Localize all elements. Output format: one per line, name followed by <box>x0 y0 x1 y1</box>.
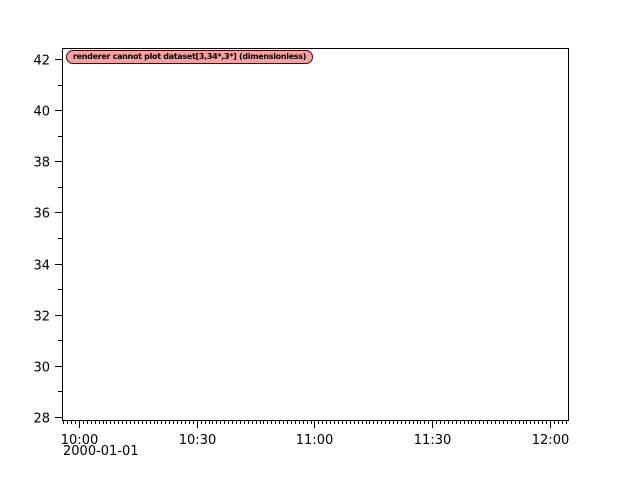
x-tick-label: 10:00 <box>61 433 98 448</box>
renderer-error-text: renderer cannot plot dataset[3,34*,3*] (… <box>73 52 307 61</box>
renderer-error-badge: renderer cannot plot dataset[3,34*,3*] (… <box>66 50 314 64</box>
plot-border <box>62 48 569 421</box>
y-tick-label: 40 <box>33 105 50 120</box>
y-tick-label: 34 <box>33 259 50 274</box>
x-tick-label: 10:30 <box>179 433 216 448</box>
y-tick-label: 42 <box>33 54 50 69</box>
x-tick-label: 12:00 <box>532 433 569 448</box>
x-tick-label: 11:30 <box>414 433 451 448</box>
y-tick-label: 36 <box>33 207 50 222</box>
y-tick-label: 38 <box>33 156 50 171</box>
y-tick-label: 32 <box>33 310 50 325</box>
x-tick-label: 11:00 <box>296 433 333 448</box>
x-axis-date-label: 2000-01-01 <box>63 444 139 459</box>
y-tick-label: 30 <box>33 361 50 376</box>
y-tick-label: 28 <box>33 412 50 427</box>
